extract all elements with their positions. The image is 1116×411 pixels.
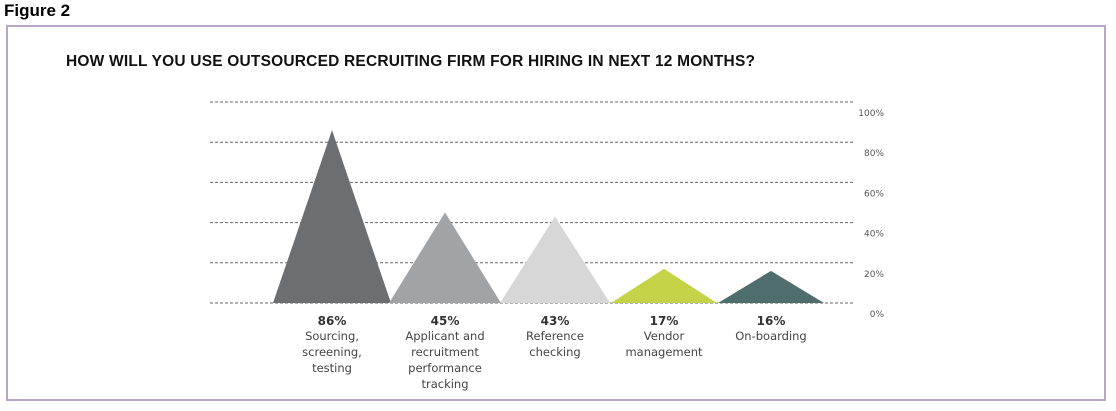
- category-label: Reference: [526, 329, 584, 343]
- y-tick-label: 60%: [864, 189, 884, 199]
- category-label: On-boarding: [735, 329, 806, 343]
- y-tick-label: 20%: [864, 270, 884, 280]
- figure-label: Figure 2: [4, 1, 71, 20]
- value-label: 17%: [650, 314, 679, 328]
- triangle-marks: [273, 130, 824, 303]
- value-label: 86%: [318, 314, 347, 328]
- chart-svg: 0% 20% 40% 60% 80% 100% 86%Sourcing, screening…: [210, 101, 884, 391]
- category-label: management: [625, 345, 703, 359]
- category-labels: 86%Sourcing, screening, testing 45%Applican…: [302, 314, 807, 391]
- y-tick-label: 100%: [858, 109, 884, 119]
- y-tick-label: 80%: [864, 149, 884, 159]
- category-label: performance: [408, 361, 482, 375]
- chart-frame: HOW WILL YOU USE OUTSOURCED RECRUITING F…: [6, 25, 1106, 401]
- triangle-mark: [718, 270, 824, 303]
- value-label: 45%: [431, 314, 460, 328]
- chart-title: HOW WILL YOU USE OUTSOURCED RECRUITING F…: [66, 53, 756, 70]
- triangle-mark: [389, 212, 501, 303]
- category-label: checking: [529, 345, 580, 359]
- y-tick-label: 0%: [870, 310, 885, 320]
- triangle-mark: [273, 130, 391, 303]
- y-tick-label: 40%: [864, 230, 884, 240]
- triangle-mark: [611, 268, 717, 303]
- category-label: tracking: [421, 377, 468, 391]
- triangle-mark: [500, 216, 610, 303]
- category-label: testing: [312, 361, 352, 375]
- value-label: 16%: [757, 314, 786, 328]
- category-label: recruitment: [411, 345, 479, 359]
- y-tick-labels: 0% 20% 40% 60% 80% 100%: [858, 109, 884, 320]
- category-label: Sourcing,: [305, 329, 359, 343]
- category-label: screening,: [302, 345, 362, 359]
- value-label: 43%: [541, 314, 570, 328]
- category-label: Vendor: [644, 329, 685, 343]
- category-label: Applicant and: [405, 329, 484, 343]
